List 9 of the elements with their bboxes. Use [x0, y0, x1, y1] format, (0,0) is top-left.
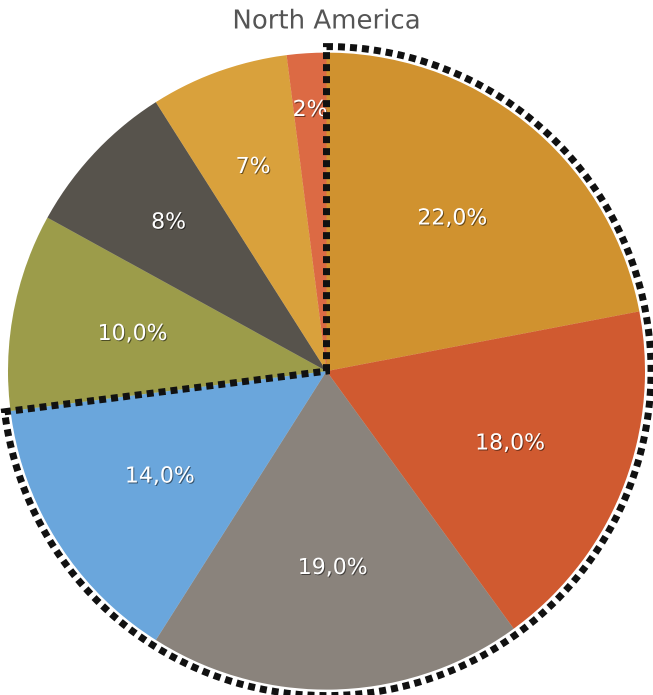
data-label: 22,0%	[418, 206, 488, 232]
data-label: 14,0%	[126, 464, 196, 490]
data-label: 19,0%	[298, 556, 369, 582]
data-label: 8%	[151, 210, 186, 235]
data-label: 18,0%	[476, 432, 546, 457]
data-label: 10,0%	[98, 322, 168, 347]
chart-title: North America	[232, 5, 421, 36]
data-label: 7%	[236, 155, 272, 180]
data-label: 2%	[294, 98, 329, 124]
